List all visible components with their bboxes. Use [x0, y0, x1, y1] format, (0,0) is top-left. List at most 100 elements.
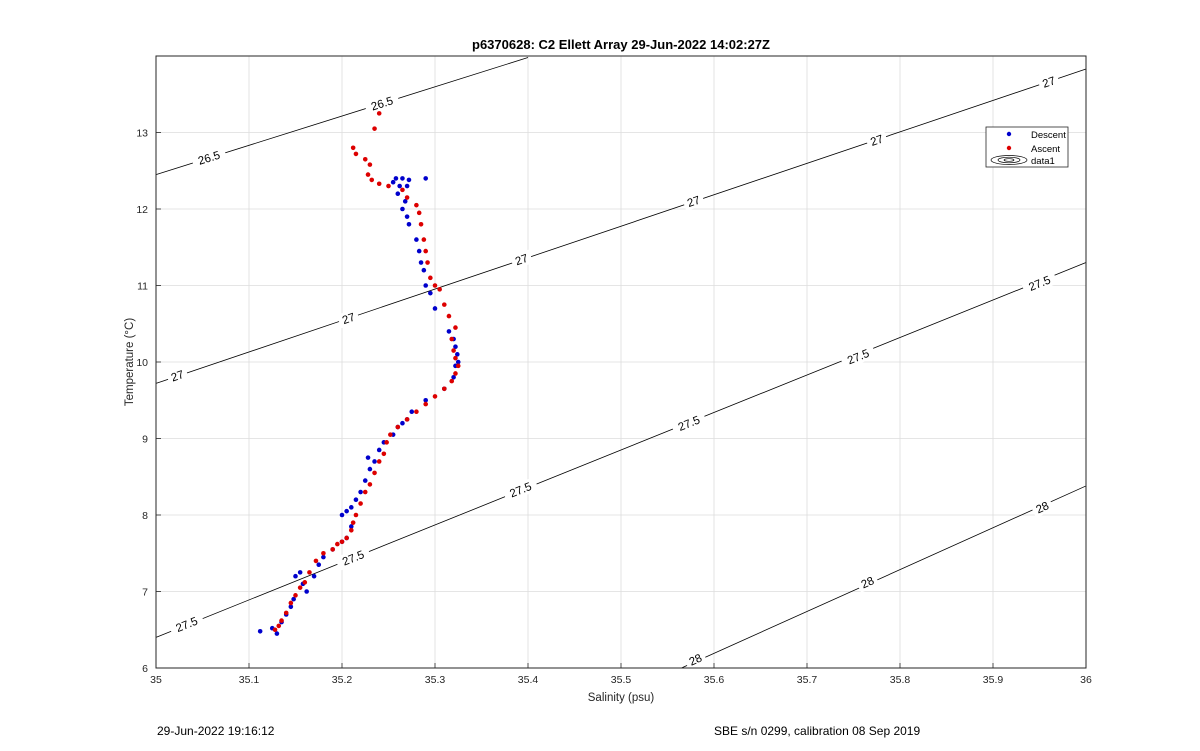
ascent-point	[453, 325, 458, 330]
descent-point	[423, 176, 429, 181]
descent-point	[414, 237, 419, 242]
descent-point	[358, 489, 363, 495]
contour-label-text: 27	[170, 369, 186, 384]
ascent-point	[339, 539, 345, 545]
descent-point	[455, 352, 460, 357]
y-tick-label: 8	[142, 510, 148, 522]
contour-label: 27.5	[1021, 270, 1058, 297]
contour-label-bg	[1037, 72, 1061, 92]
ascent-point	[358, 501, 363, 506]
contour-label-bg	[363, 91, 401, 116]
ascent-point	[350, 520, 356, 525]
descent-point	[421, 267, 427, 273]
contour-label: 28	[1030, 496, 1055, 518]
descent-point	[365, 455, 371, 460]
contour-label-bg	[334, 544, 372, 571]
contour-label-bg	[190, 145, 228, 170]
contour-label-text: 27.5	[846, 348, 871, 368]
contour-label-text: 28	[1034, 500, 1051, 516]
x-tick-label: 35.7	[797, 674, 818, 686]
descent-point	[349, 505, 354, 510]
ascent-point	[369, 177, 375, 183]
descent-point	[362, 478, 368, 483]
descent-point	[432, 306, 438, 311]
legend-descent-label: Descent	[1031, 130, 1066, 141]
contour-label-bg	[681, 191, 706, 212]
contour-label-text: 27.5	[341, 549, 366, 569]
x-tick-label: 35.9	[983, 674, 1004, 686]
legend-descent-marker	[1006, 131, 1012, 137]
contour-label-bg	[670, 410, 708, 437]
y-tick-label: 10	[136, 357, 148, 369]
contour-label: 28	[683, 649, 708, 671]
contour-label-bg	[683, 649, 708, 671]
ascent-point	[421, 237, 427, 242]
contour-label: 26.5	[190, 145, 228, 170]
descent-point	[423, 283, 429, 288]
descent-point	[316, 562, 322, 568]
descent-point	[428, 290, 433, 296]
ascent-point	[335, 541, 340, 547]
contour-label-text: 27.5	[677, 414, 702, 434]
x-tick-label: 35.2	[332, 674, 353, 686]
descent-point	[404, 214, 410, 219]
contour-label-bg	[839, 343, 877, 370]
ascent-point	[453, 355, 458, 361]
descent-point	[451, 375, 456, 380]
descent-point	[367, 466, 373, 472]
legend: Descent Ascent data1	[985, 126, 1069, 168]
contour-label-bg	[1030, 496, 1055, 518]
descent-point	[390, 179, 396, 185]
ascent-point	[386, 183, 391, 189]
contour-label-text: 27	[341, 312, 357, 327]
contour-label: 28	[855, 571, 880, 593]
descent-point	[446, 329, 452, 334]
descent-point	[293, 573, 298, 579]
contour-label: 27.5	[502, 476, 539, 503]
contour-label-bg	[502, 476, 539, 503]
descent-point	[402, 199, 408, 204]
ascent-point	[400, 187, 405, 193]
ascent-point	[449, 378, 455, 384]
ascent-point	[416, 210, 422, 216]
descent-point	[400, 420, 405, 426]
ascent-point	[307, 570, 312, 575]
y-axis-label: Temperature (°C)	[124, 318, 136, 406]
descent-point	[406, 222, 412, 227]
ascent-point	[362, 489, 368, 495]
contour-label-text: 27	[686, 195, 702, 210]
legend-ascent-marker	[1006, 145, 1012, 151]
contour-label: 27	[681, 191, 706, 212]
contour-label-text: 27	[514, 253, 530, 268]
contour-line-27.5	[155, 262, 1087, 638]
ascent-point	[418, 222, 424, 227]
ascent-point	[395, 424, 401, 430]
descent-point	[291, 596, 296, 602]
descent-point	[418, 260, 424, 265]
chart-title: p6370628: C2 Ellett Array 29-Jun-2022 14…	[472, 37, 770, 52]
y-tick-label: 7	[142, 587, 148, 599]
ascent-point	[376, 459, 382, 464]
ascent-point	[404, 195, 410, 200]
y-tick-label: 11	[137, 281, 148, 293]
y-tick-label: 13	[136, 128, 148, 140]
ascent-point	[302, 580, 308, 585]
x-tick-label: 35.1	[239, 674, 260, 686]
ascent-point	[288, 600, 294, 606]
descent-point	[400, 206, 405, 212]
ascent-point	[437, 287, 442, 292]
ascent-point	[297, 585, 303, 590]
x-tick-label: 35.3	[425, 674, 446, 686]
x-tick-label: 35.5	[611, 674, 632, 686]
contour-label-text: 28	[688, 652, 705, 668]
descent-point	[274, 631, 280, 636]
descent-point	[353, 497, 359, 503]
y-tick-label: 6	[142, 663, 148, 675]
descent-point	[349, 524, 354, 529]
descent-point	[288, 604, 294, 610]
contour-label-text: 27	[1041, 75, 1057, 90]
descent-point	[311, 573, 317, 579]
ascent-point	[293, 593, 298, 598]
x-axis-label: Salinity (psu)	[588, 692, 655, 704]
